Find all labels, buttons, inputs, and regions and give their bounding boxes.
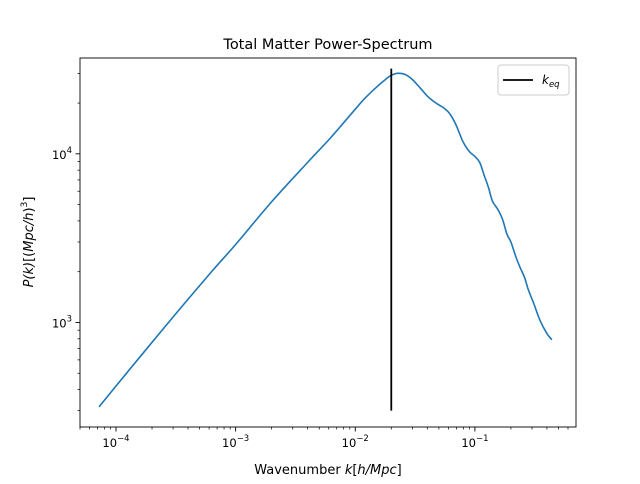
x-tick-label: 10−2 xyxy=(342,434,369,450)
x-axis-label: Wavenumber k[h/Mpc] xyxy=(254,463,402,478)
legend-label: keq xyxy=(542,73,560,90)
plot-frame xyxy=(79,57,577,428)
x-tick-label: 10−3 xyxy=(222,434,249,450)
x-tick-label: 10−1 xyxy=(461,434,488,450)
x-tick-label: 10−4 xyxy=(102,434,129,450)
y-axis-label: P(k)[(Mpc/h)3] xyxy=(20,197,37,288)
legend-box xyxy=(497,64,570,96)
legend: keq xyxy=(497,64,570,96)
y-tick-label: 103 xyxy=(52,314,72,330)
plot-layer xyxy=(98,68,553,411)
series-line-0 xyxy=(98,72,553,408)
y-tick-label: 104 xyxy=(52,146,72,162)
y-axis-ticks: 103 104 xyxy=(52,73,80,412)
chart-title: Total Matter Power-Spectrum xyxy=(222,37,432,53)
x-axis-ticks: 10−4 10−3 10−2 10−1 xyxy=(79,427,569,450)
